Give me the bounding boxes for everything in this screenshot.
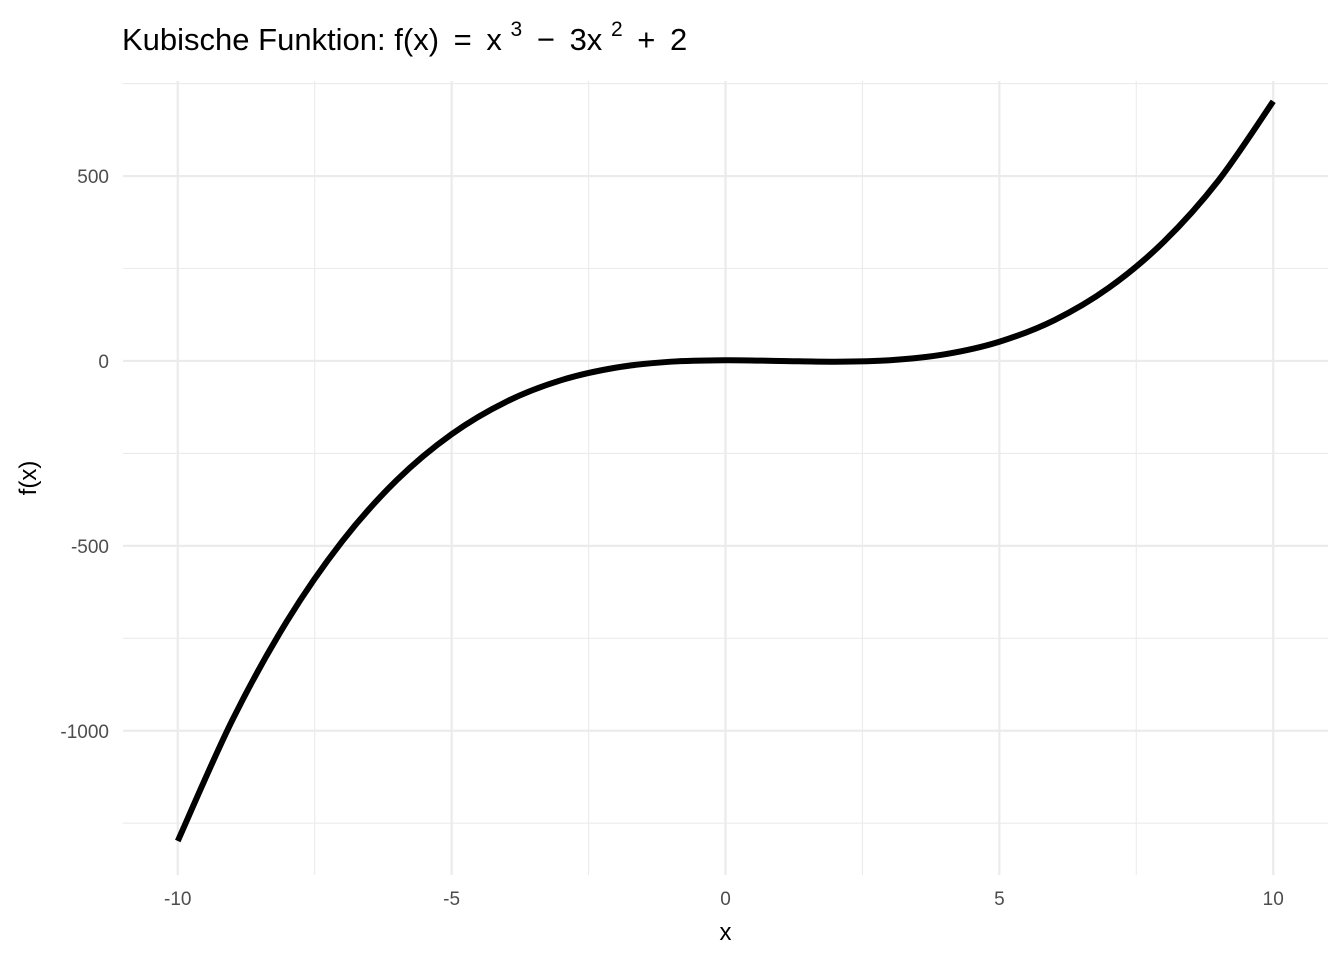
title-constant: 2	[670, 22, 687, 57]
title-exponent-3: 3	[511, 18, 523, 41]
x-tick-label: -5	[443, 889, 460, 910]
y-tick-label: 0	[98, 352, 109, 373]
y-tick-label: 500	[77, 167, 109, 188]
title-prefix: Kubische Funktion: f(x)	[122, 22, 439, 57]
series-line	[175, 99, 1276, 843]
x-tick-label: 0	[720, 889, 731, 910]
y-axis-ticks: -1000 -500 0 500	[60, 167, 109, 743]
x-tick-label: 10	[1263, 889, 1284, 910]
series-layer	[175, 99, 1276, 843]
title-equals: =	[454, 22, 472, 57]
title-minus: −	[537, 22, 555, 57]
x-tick-label: -10	[164, 889, 191, 910]
x-axis-title: x	[720, 919, 732, 946]
x-tick-label: 5	[994, 889, 1005, 910]
y-axis-title: f(x)	[15, 461, 42, 496]
x-axis-ticks: -10 -5 0 5 10	[164, 889, 1284, 910]
title-exponent-2: 2	[611, 18, 623, 41]
title-plus: +	[637, 22, 655, 57]
title-3x: 3x	[570, 22, 603, 57]
y-tick-label: -500	[71, 537, 109, 558]
title-x: x	[486, 22, 502, 57]
y-tick-label: -1000	[60, 722, 109, 743]
grid	[123, 81, 1328, 875]
chart-title: Kubische Funktion: f(x) = x 3 − 3x 2 + 2	[122, 8, 687, 57]
